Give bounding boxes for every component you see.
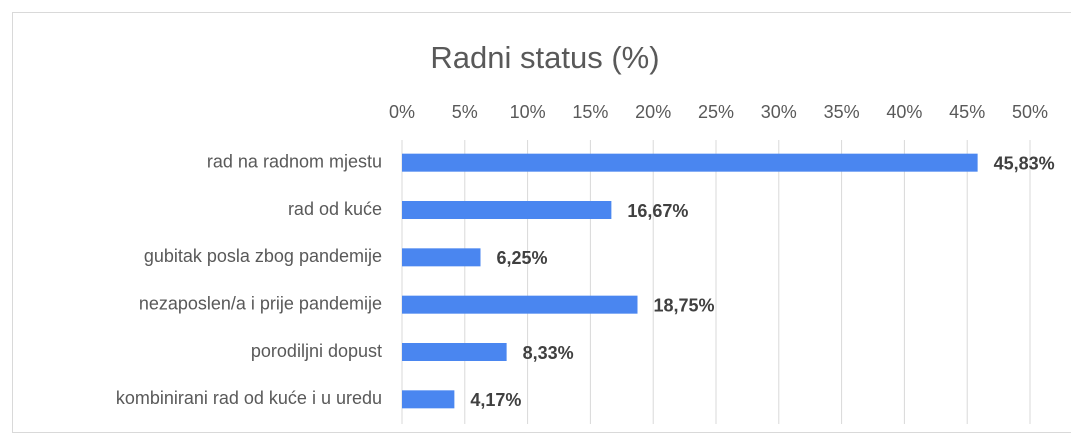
- y-tick-label: rad od kuće: [288, 199, 382, 219]
- y-tick-label: kombinirani rad od kuće i u uredu: [116, 388, 382, 408]
- x-tick-label: 40%: [886, 102, 922, 122]
- bar: [402, 295, 638, 314]
- bar: [402, 201, 612, 219]
- x-tick-label: 25%: [698, 102, 734, 122]
- y-tick-label: nezaposlen/a i prije pandemije: [139, 293, 382, 313]
- bar: [402, 153, 978, 172]
- bar: [402, 343, 507, 361]
- chart-frame: [12, 12, 1071, 433]
- bar: [402, 390, 455, 409]
- y-tick-label: gubitak posla zbog pandemije: [144, 246, 382, 266]
- data-label: 18,75%: [654, 295, 715, 315]
- x-tick-label: 20%: [635, 102, 671, 122]
- x-tick-label: 45%: [949, 102, 985, 122]
- x-tick-label: 35%: [824, 102, 860, 122]
- x-tick-label: 5%: [452, 102, 478, 122]
- x-tick-label: 10%: [510, 102, 546, 122]
- x-tick-label: 15%: [572, 102, 608, 122]
- data-label: 45,83%: [994, 153, 1055, 173]
- data-label: 4,17%: [470, 390, 521, 410]
- x-tick-label: 30%: [761, 102, 797, 122]
- data-label: 16,67%: [627, 201, 688, 221]
- data-label: 8,33%: [523, 343, 574, 363]
- y-tick-label: rad na radnom mjestu: [207, 151, 382, 171]
- x-tick-label: 0%: [389, 102, 415, 122]
- bar: [402, 248, 481, 267]
- x-tick-label: 50%: [1012, 102, 1048, 122]
- chart-title: Radni status (%): [430, 40, 659, 75]
- data-label: 6,25%: [497, 248, 548, 268]
- y-tick-label: porodiljni dopust: [251, 341, 382, 361]
